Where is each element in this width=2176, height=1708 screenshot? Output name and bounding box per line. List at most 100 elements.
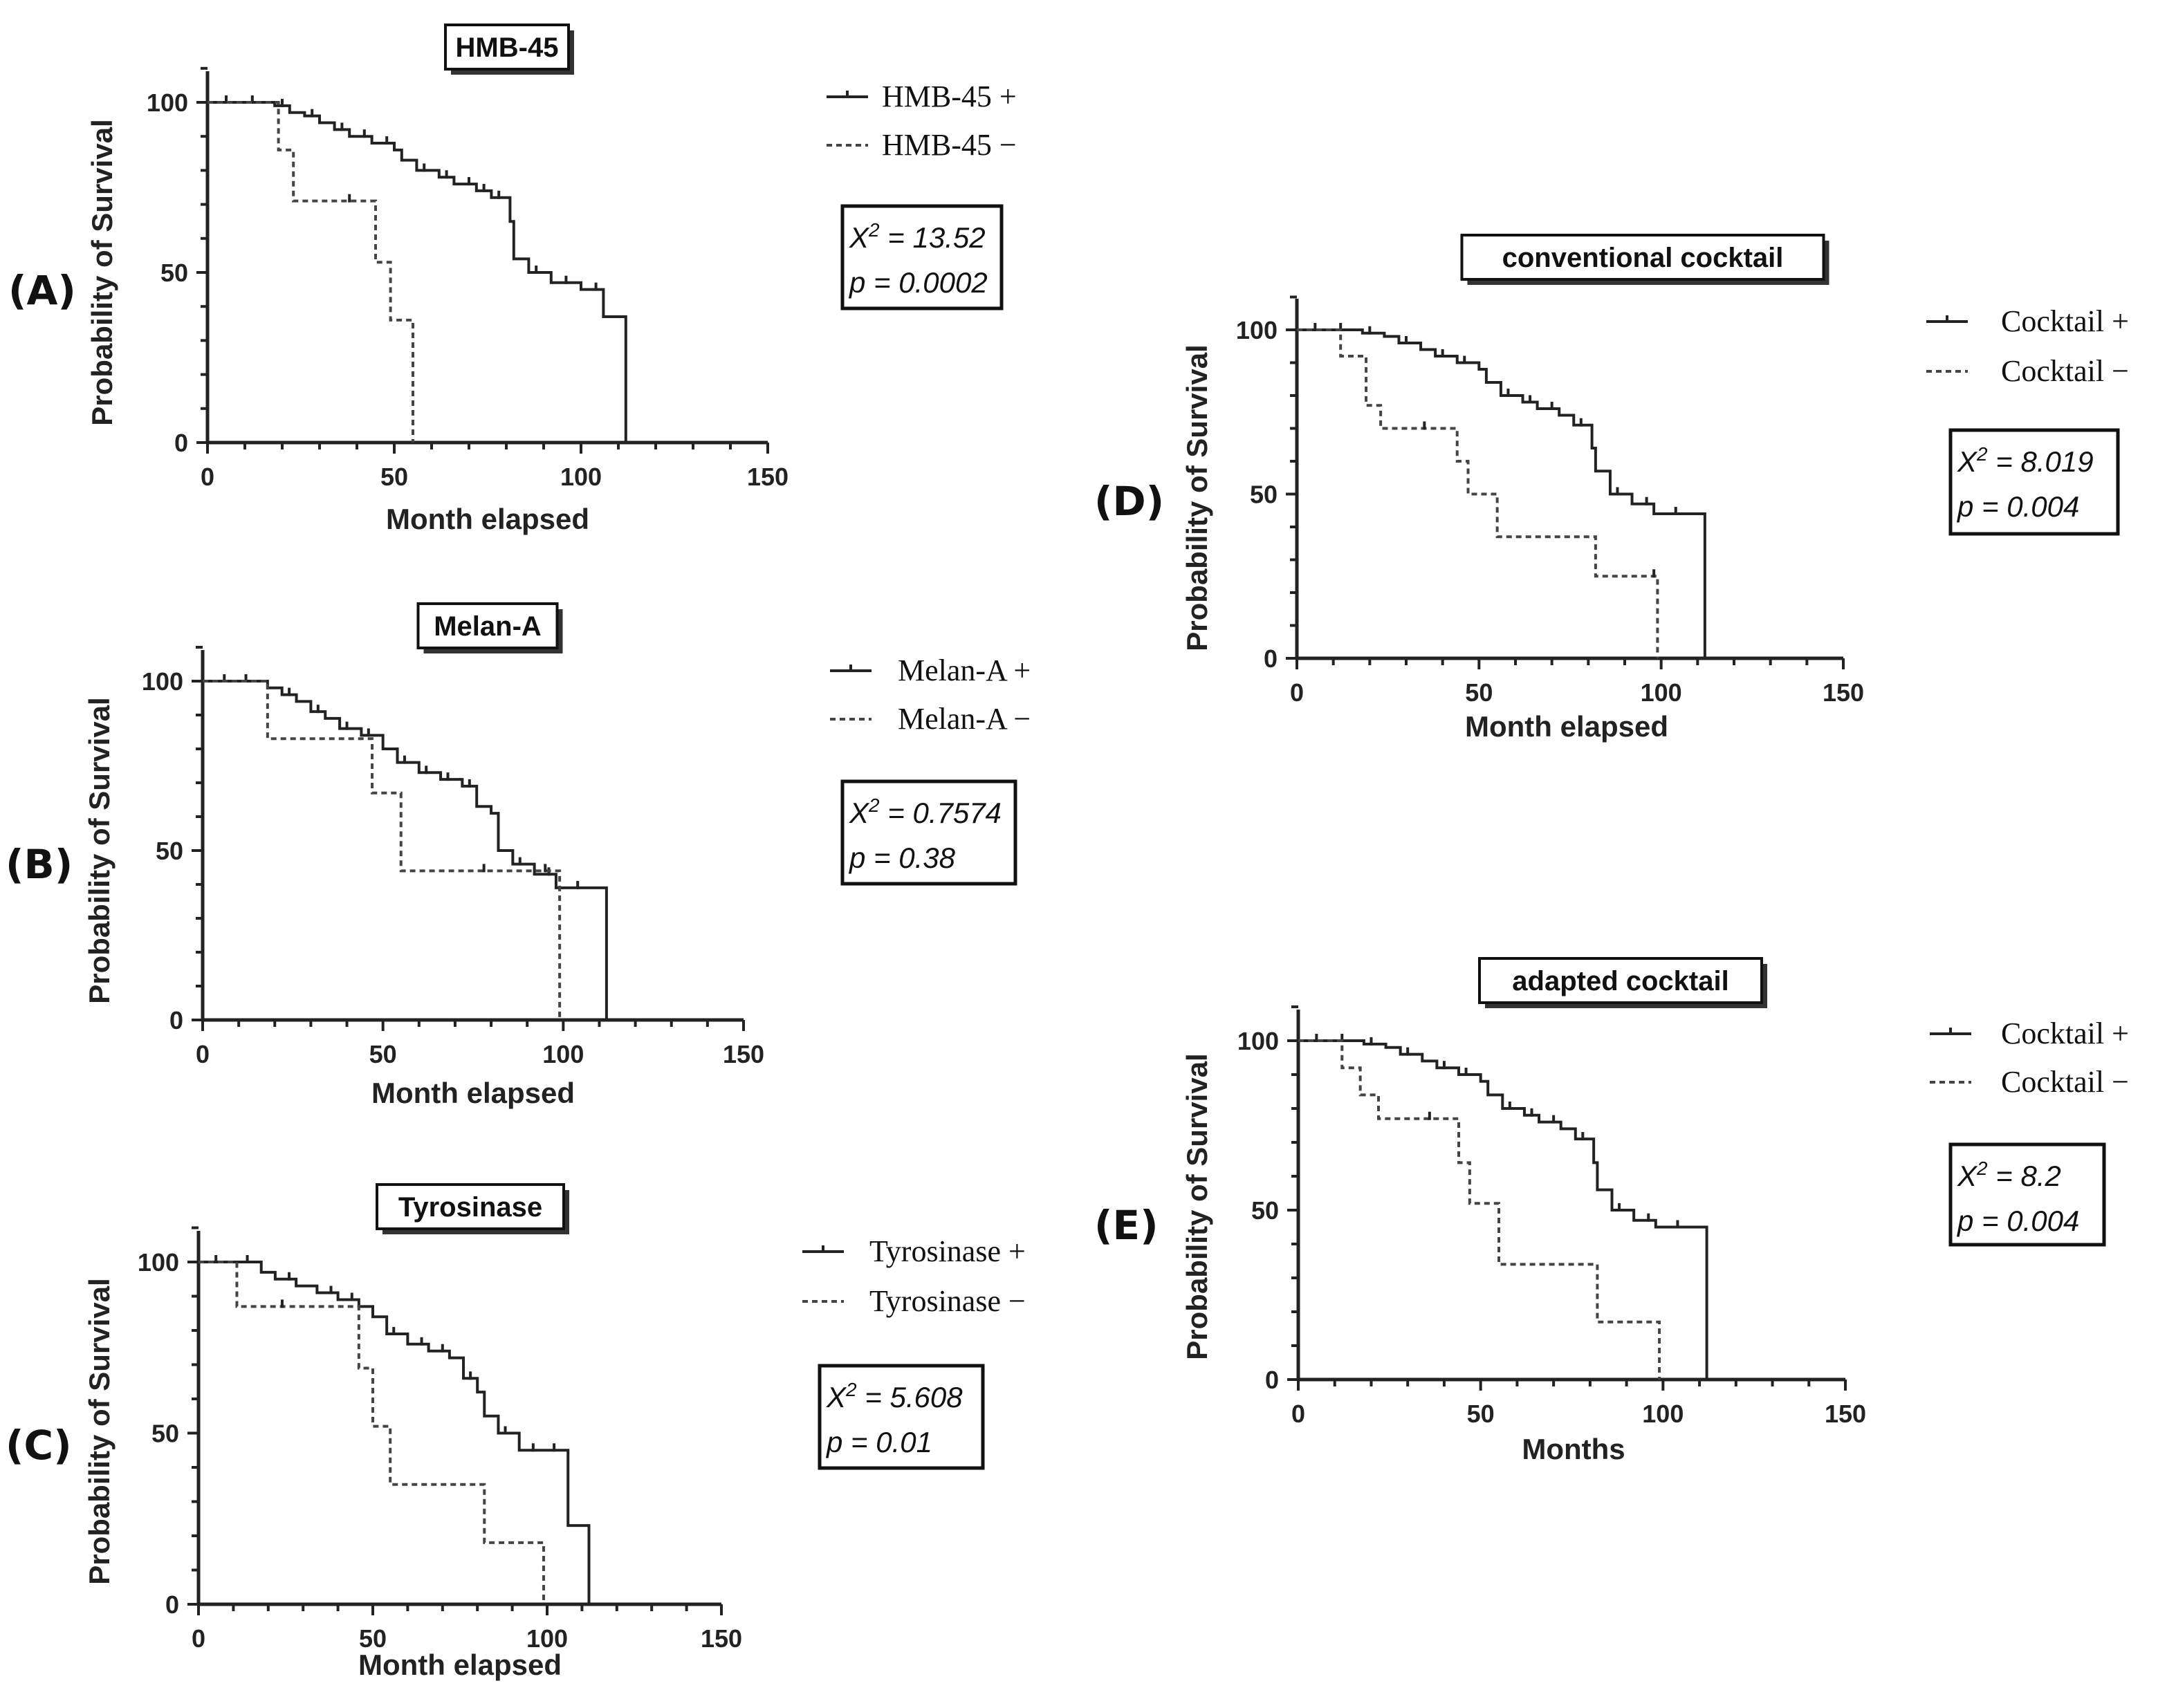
x-tick-label: 0	[1291, 1400, 1305, 1428]
legend-label: Tyrosinase −	[869, 1284, 1026, 1318]
x-tick-label: 150	[747, 463, 789, 491]
panel-label: (D)	[1094, 478, 1164, 525]
stat-box	[840, 204, 1004, 310]
series-line-1	[1298, 1039, 1661, 1380]
x-tick-label: 150	[1823, 678, 1864, 707]
chart-title: Melan-A	[434, 611, 542, 642]
x-tick-label: 150	[701, 1624, 742, 1653]
series-line-0	[1297, 328, 1706, 658]
y-axis-label: Probability of Survival	[1181, 344, 1213, 651]
x-tick-label: 100	[1642, 1400, 1684, 1428]
series-line-0	[203, 680, 608, 1020]
stat-box	[840, 779, 1017, 886]
legend-label: HMB-45 −	[882, 128, 1017, 162]
x-tick-label: 50	[359, 1624, 387, 1653]
y-axis-label: Probability of Survival	[83, 1278, 116, 1584]
series-line-0	[208, 101, 627, 443]
y-tick-label: 50	[1251, 1196, 1279, 1225]
legend-label: Cocktail −	[2001, 354, 2129, 388]
panel-label: (C)	[6, 1422, 72, 1469]
stat-box	[818, 1364, 985, 1470]
y-axis-label: Probability of Survival	[83, 697, 116, 1003]
y-tick-label: 0	[174, 429, 188, 457]
chi-square-value: X2 = 13.52	[849, 219, 986, 254]
y-tick-label: 50	[160, 259, 188, 287]
chart-panel-1: (B) Melan-A 0 50 100 150 0 50 100 Month elapsed Pr…	[6, 602, 1031, 1109]
x-axis-label: Month elapsed	[371, 1077, 575, 1109]
legend-label: HMB-45 +	[882, 80, 1017, 113]
x-tick-label: 0	[192, 1624, 205, 1653]
p-value: p = 0.004	[1956, 490, 2079, 523]
legend-label: Melan-A +	[898, 653, 1031, 687]
x-tick-label: 100	[542, 1040, 584, 1068]
y-tick-label: 100	[1236, 316, 1278, 344]
chart-title: adapted cocktail	[1512, 966, 1728, 996]
series-line-1	[208, 101, 414, 443]
x-axis-label: Months	[1522, 1433, 1625, 1465]
y-tick-label: 100	[1237, 1027, 1279, 1055]
series-line-0	[199, 1261, 591, 1604]
panel-label: (A)	[8, 267, 76, 314]
y-tick-label: 50	[1250, 481, 1278, 509]
legend-label: Cocktail −	[2001, 1065, 2129, 1099]
y-tick-label: 0	[1265, 1366, 1279, 1394]
legend-label: Tyrosinase +	[869, 1234, 1026, 1268]
stat-box	[1948, 428, 2120, 536]
series-line-0	[1298, 1039, 1708, 1380]
chart-title: conventional cocktail	[1502, 243, 1784, 273]
x-tick-label: 150	[1825, 1400, 1866, 1428]
stat-box	[1948, 1142, 2106, 1247]
title-box	[376, 1183, 565, 1230]
p-value: p = 0.38	[848, 842, 956, 874]
x-tick-label: 0	[201, 463, 214, 491]
series-line-1	[203, 680, 562, 1020]
x-tick-label: 50	[1467, 1400, 1495, 1428]
y-tick-label: 100	[147, 89, 188, 117]
x-tick-label: 0	[1290, 678, 1304, 707]
title-box	[416, 602, 559, 649]
x-axis-label: Month elapsed	[358, 1649, 562, 1681]
p-value: p = 0.004	[1956, 1205, 2079, 1237]
title-box	[1460, 234, 1825, 281]
y-tick-label: 100	[138, 1248, 179, 1277]
y-tick-label: 50	[156, 837, 183, 865]
y-tick-label: 0	[1264, 644, 1278, 673]
legend-label: Melan-A −	[898, 702, 1031, 736]
x-axis-label: Month elapsed	[386, 503, 589, 535]
series-line-1	[199, 1261, 545, 1604]
x-tick-label: 100	[526, 1624, 568, 1653]
x-tick-label: 150	[723, 1040, 764, 1068]
panel-label: (B)	[6, 841, 73, 888]
chi-square-value: X2 = 8.2	[1957, 1158, 2061, 1192]
y-tick-label: 50	[151, 1420, 179, 1448]
chi-square-value: X2 = 8.019	[1957, 443, 2094, 478]
x-tick-label: 50	[380, 463, 408, 491]
y-tick-label: 0	[169, 1006, 183, 1034]
x-tick-label: 0	[196, 1040, 210, 1068]
chart-panel-4: (E) adapted cocktail 0 50 100 150 0 50 100 Months…	[1094, 957, 2129, 1465]
x-axis-label: Month elapsed	[1465, 710, 1668, 743]
y-tick-label: 100	[142, 667, 183, 696]
series-line-1	[1297, 328, 1659, 658]
chart-panel-3: (D) conventional cocktail 0 50 100 150 0 50 100 M…	[1094, 234, 2129, 743]
chi-square-value: X2 = 0.7574	[849, 795, 1002, 829]
chi-square-value: X2 = 5.608	[826, 1379, 963, 1413]
x-tick-label: 50	[1465, 678, 1493, 707]
panel-label: (E)	[1094, 1202, 1159, 1249]
chart-panel-0: (A) HMB-45 0 50 100 150 0 50 100 Month elapsed Pro…	[8, 24, 1017, 535]
y-axis-label: Probability of Survival	[86, 119, 118, 425]
x-tick-label: 100	[560, 463, 602, 491]
title-box	[1478, 957, 1763, 1004]
chart-title: Tyrosinase	[398, 1192, 542, 1223]
y-tick-label: 0	[165, 1590, 179, 1619]
p-value: p = 0.01	[825, 1426, 932, 1458]
title-box	[444, 24, 570, 71]
legend-label: Cocktail +	[2001, 1017, 2129, 1050]
y-axis-label: Probability of Survival	[1181, 1053, 1213, 1359]
x-tick-label: 100	[1641, 678, 1682, 707]
x-tick-label: 50	[369, 1040, 397, 1068]
p-value: p = 0.0002	[848, 266, 988, 299]
chart-title: HMB-45	[456, 33, 559, 63]
